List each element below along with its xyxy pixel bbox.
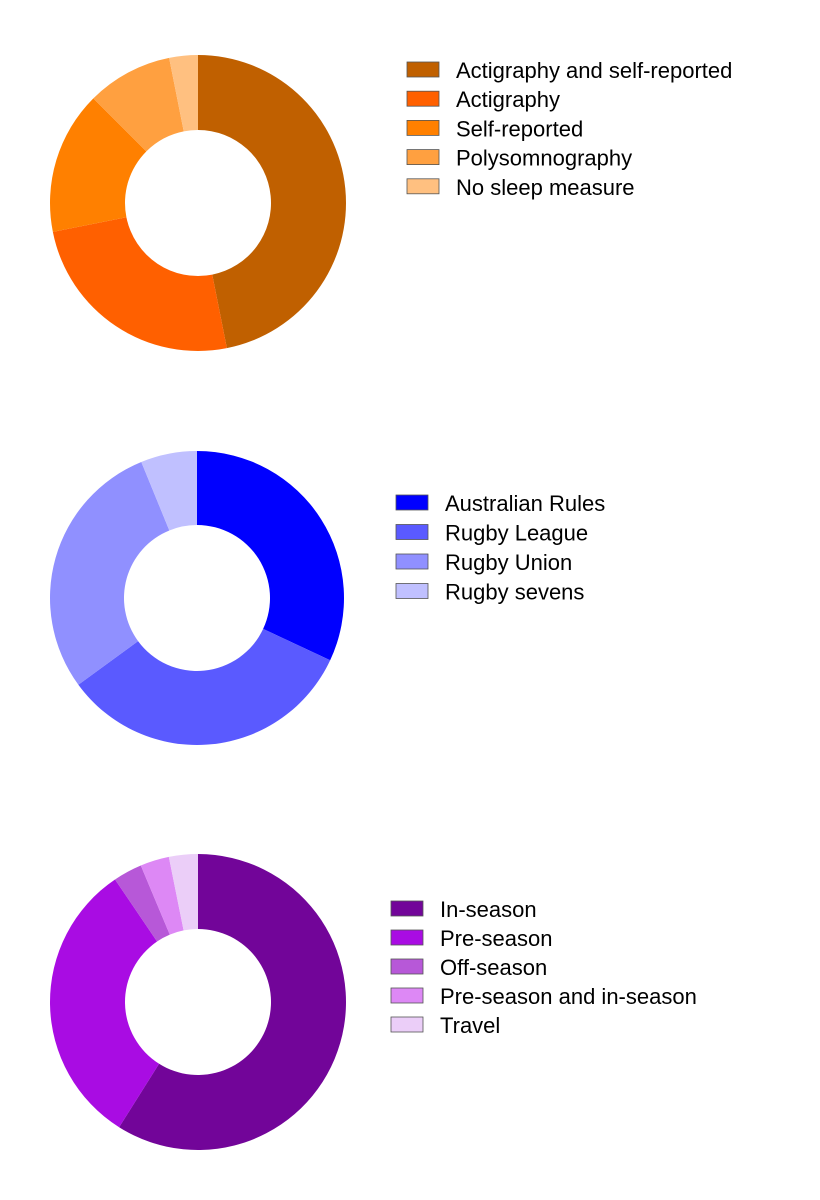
donut-slice-2-4: [141, 451, 197, 531]
donut-slice-3-1: [119, 854, 347, 1150]
donut-slice-2-2: [78, 628, 331, 745]
donut-slice-2-1: [197, 451, 344, 661]
legend-swatch: [395, 583, 429, 599]
legend-label: Rugby Union: [445, 550, 572, 575]
legend-swatch: [395, 524, 429, 540]
legend-label: Pre-season and in-season: [440, 984, 697, 1009]
legend-swatch: [406, 149, 440, 166]
donut-slice-3-5: [168, 854, 198, 931]
legend-swatch: [395, 553, 429, 570]
donut-slice-1-2: [52, 217, 227, 351]
donut-slice-3-3: [115, 865, 170, 942]
legend-3: In-season Pre-season Off-season Pre-season …: [390, 897, 697, 1038]
donut-slice-3-2: [50, 879, 160, 1128]
legend-label: Actigraphy: [456, 87, 560, 112]
donut-slice-1-5: [169, 55, 198, 132]
legend-swatch: [406, 90, 440, 107]
legend-swatch: [390, 1016, 424, 1033]
legend-swatch: [395, 494, 429, 511]
legend-label: Actigraphy and self-reported: [456, 58, 732, 83]
legend-swatch: [406, 178, 440, 195]
legend-1: Actigraphy and self-reported Actigraphy Se…: [406, 58, 732, 200]
legend-label: Self-reported: [456, 116, 583, 141]
legend-swatch: [390, 929, 424, 946]
legend-label: Pre-season: [440, 926, 553, 951]
donut-slice-1-3: [49, 98, 147, 232]
legend-2: Australian Rules Rugby League Rugby Union R…: [395, 491, 605, 605]
legend-label: Australian Rules: [445, 491, 605, 516]
legend-swatch: [406, 120, 440, 136]
donut-slice-3-4: [140, 856, 184, 935]
donut-slice-2-3: [50, 461, 170, 685]
legend-swatch: [406, 61, 440, 78]
legend-label: Off-season: [440, 955, 547, 980]
legend-swatch: [390, 900, 424, 917]
legend-label: In-season: [440, 897, 537, 922]
donut-chart-1: Actigraphy and self-reported Actigraphy Se…: [49, 55, 732, 351]
legend-label: Travel: [440, 1013, 500, 1038]
legend-swatch: [390, 987, 424, 1004]
legend-label: No sleep measure: [456, 175, 635, 200]
donut-slice-1-4: [93, 57, 184, 152]
legend-label: Polysomnography: [456, 146, 632, 171]
donut-chart-3: In-season Pre-season Off-season Pre-season …: [50, 854, 697, 1150]
legend-swatch: [390, 958, 424, 975]
legend-label: Rugby sevens: [445, 580, 584, 605]
donut-chart-2: Australian Rules Rugby League Rugby Union R…: [50, 451, 605, 745]
donut-slice-1-1: [198, 55, 347, 349]
legend-label: Rugby League: [445, 521, 588, 546]
